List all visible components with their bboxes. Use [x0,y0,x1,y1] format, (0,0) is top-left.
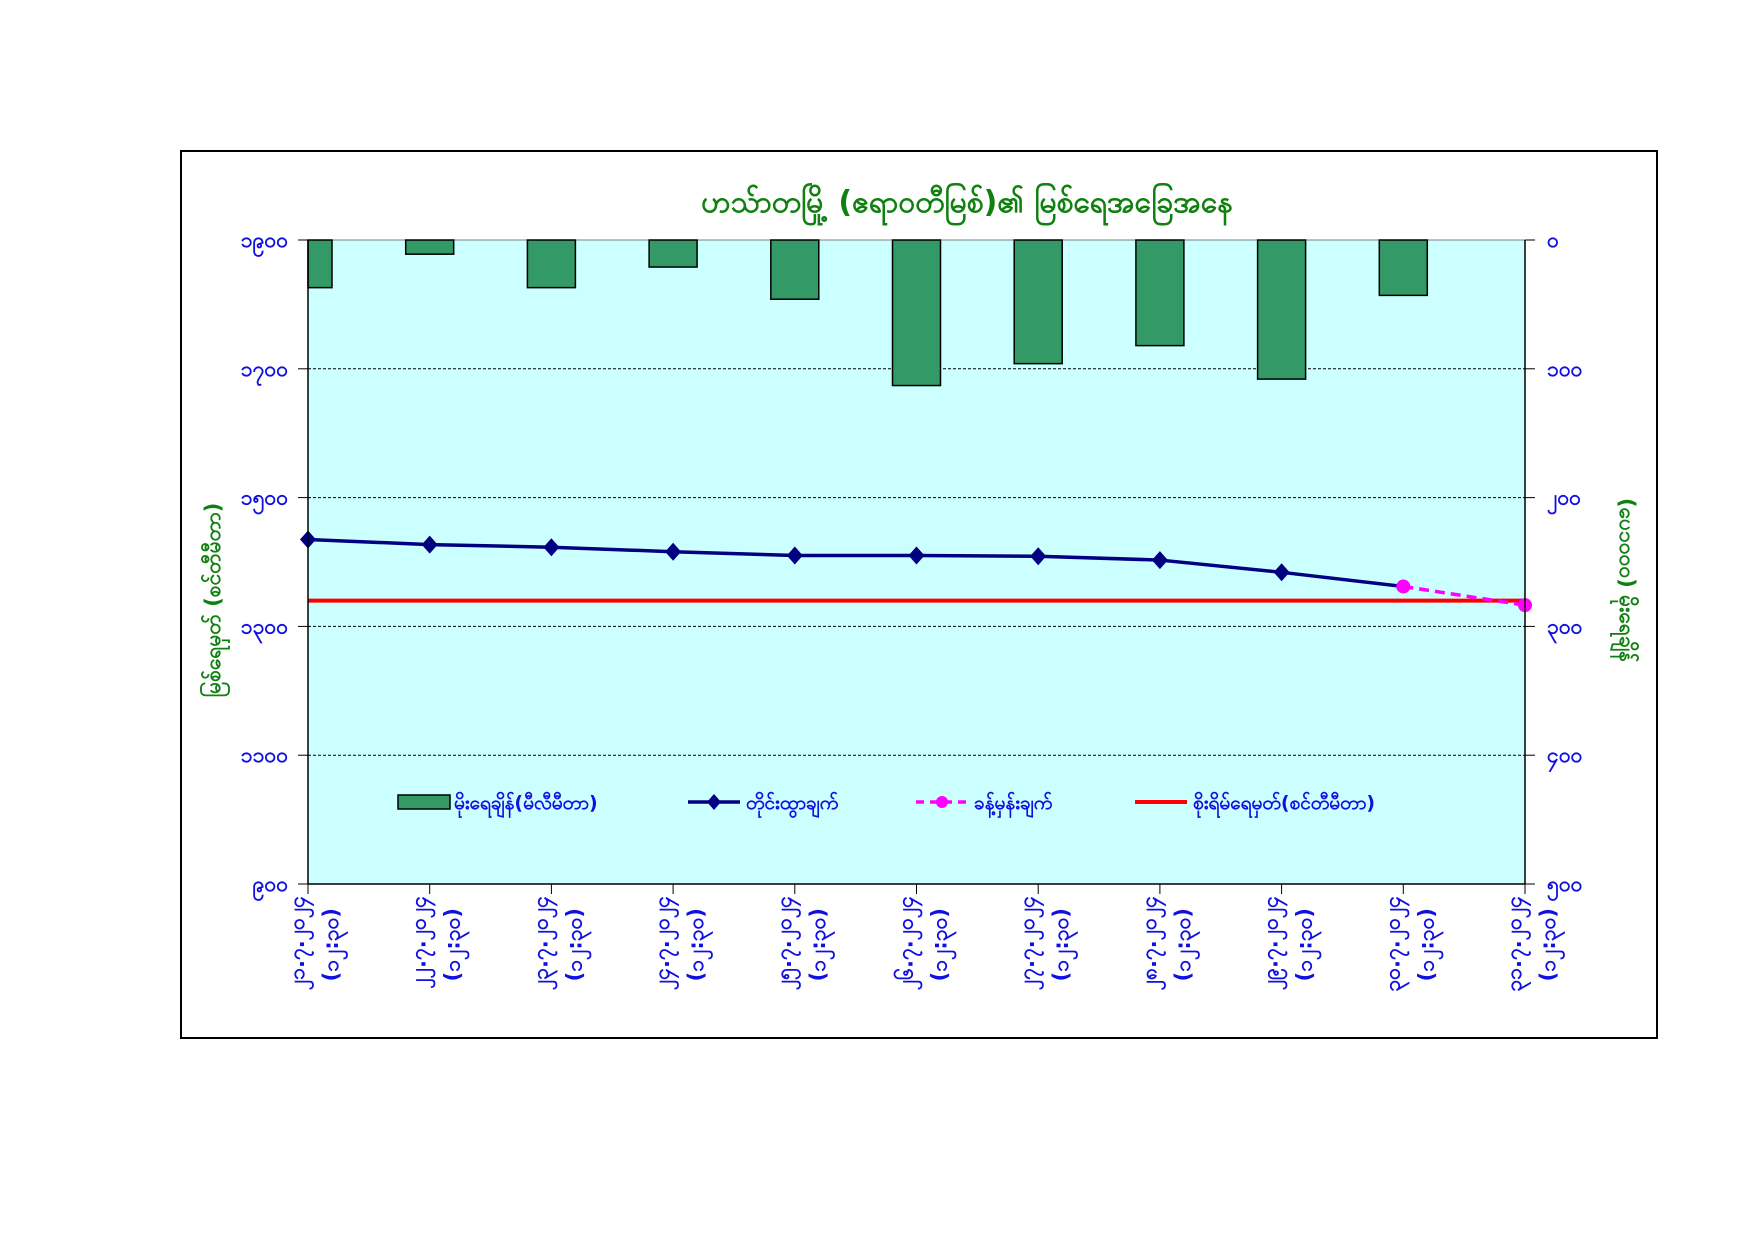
observed-point-marker [1030,547,1047,566]
observed-level-line [307,537,1404,589]
observed-point-marker [786,546,803,565]
observed-point-marker [421,535,438,554]
rainfall-bar [1256,239,1307,380]
observed-point-marker [1273,563,1290,582]
observed-point-marker [1151,551,1168,570]
legend-observed-marker [707,794,721,810]
legend-forecast-marker [936,796,948,808]
rainfall-bar [1013,239,1063,365]
rainfall-bar [307,239,333,289]
left-axis-tick-label: ၁၁၀၀ [241,743,288,767]
forecast-point-marker [1396,579,1411,594]
observed-point-marker [543,538,560,557]
right-axis-tick-label: ၀ [1547,228,1559,252]
observed-point-marker [908,546,925,565]
rainfall-bar [1378,239,1429,297]
legend-rainfall-swatch [397,794,451,810]
rainfall-bar [1135,239,1185,347]
rainfall-bar [648,239,698,268]
rainfall-bar [770,239,820,300]
chart-title: ဟသ်ာတမြို့ (ဧရာဝတီမြစ်)၏ မြစ်ရေအခြေအနေ [701,182,1233,227]
observed-point-marker [665,542,682,561]
rainfall-bar [526,239,577,289]
rainfall-bar [404,239,455,255]
rainfall-bar [891,239,942,387]
forecast-level-line [1403,584,1526,607]
right-axis-tick-label: ၁၀၀ [1547,357,1583,381]
